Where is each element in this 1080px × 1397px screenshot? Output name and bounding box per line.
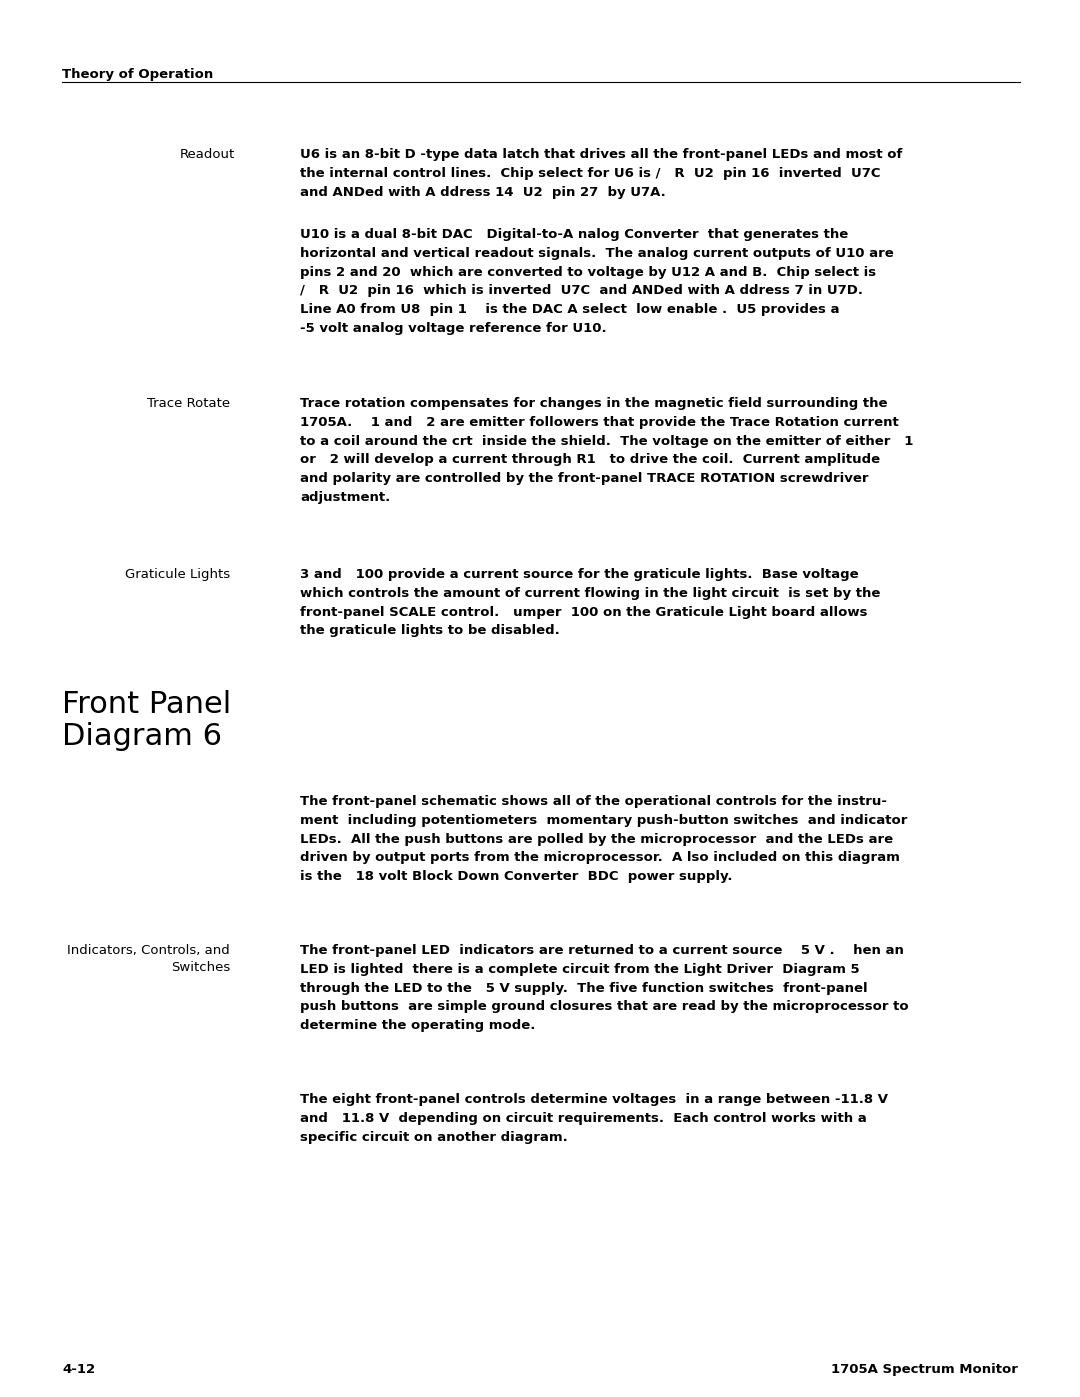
Text: 1705A Spectrum Monitor: 1705A Spectrum Monitor — [832, 1363, 1018, 1376]
Text: U10 is a dual 8-bit DAC   Digital-to-A nalog Converter  that generates the
horiz: U10 is a dual 8-bit DAC Digital-to-A nal… — [300, 228, 894, 335]
Text: Graticule Lights: Graticule Lights — [125, 569, 230, 581]
Text: Readout: Readout — [179, 148, 235, 161]
Text: The front-panel schematic shows all of the operational controls for the instru-
: The front-panel schematic shows all of t… — [300, 795, 907, 883]
Text: Front Panel
Diagram 6: Front Panel Diagram 6 — [62, 690, 231, 752]
Text: 3 and   100 provide a current source for the graticule lights.  Base voltage
whi: 3 and 100 provide a current source for t… — [300, 569, 880, 637]
Text: U6 is an 8-bit D -type data latch that drives all the front-panel LEDs and most : U6 is an 8-bit D -type data latch that d… — [300, 148, 903, 198]
Text: Switches: Switches — [171, 961, 230, 974]
Text: Theory of Operation: Theory of Operation — [62, 68, 213, 81]
Text: Indicators, Controls, and: Indicators, Controls, and — [67, 944, 230, 957]
Text: Trace rotation compensates for changes in the magnetic field surrounding the
170: Trace rotation compensates for changes i… — [300, 397, 914, 504]
Text: 4-12: 4-12 — [62, 1363, 95, 1376]
Text: Trace Rotate: Trace Rotate — [147, 397, 230, 409]
Text: The eight front-panel controls determine voltages  in a range between -11.8 V
an: The eight front-panel controls determine… — [300, 1092, 888, 1144]
Text: The front-panel LED  indicators are returned to a current source    5 V .    hen: The front-panel LED indicators are retur… — [300, 944, 908, 1032]
